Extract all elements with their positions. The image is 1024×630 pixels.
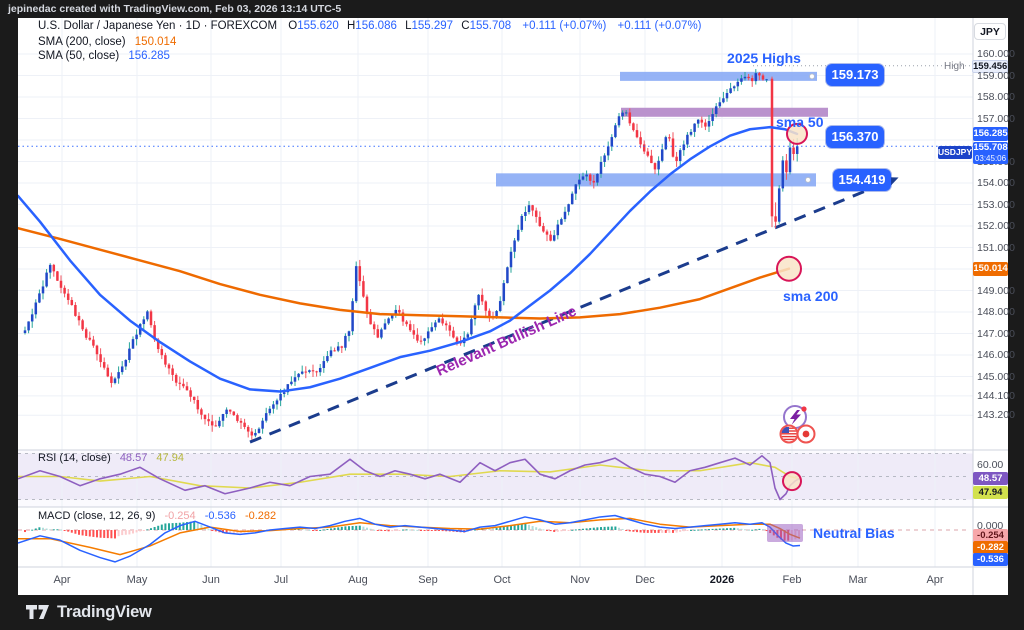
sma50-value: 156.285 [128, 50, 170, 62]
price-tick: 151.000 [977, 241, 1015, 254]
close-value: 155.708 [469, 20, 512, 32]
rsi-ma-axis-badge: 47.94 [973, 486, 1008, 499]
macd-annotation[interactable]: Neutral Bias [813, 525, 895, 541]
macd-signal-axis-badge: -0.282 [973, 541, 1008, 554]
sma50-axis-badge: 156.285 [973, 127, 1008, 141]
price-level-pill-154[interactable]: 154.419 [833, 169, 891, 191]
time-axis[interactable]: Apr May Jun Jul Aug Sep Oct Nov Dec 2026 Feb Mar Apr [0, 567, 1008, 595]
macd-line-value: -0.536 [204, 510, 236, 522]
time-tick: Jun [202, 574, 220, 586]
time-tick: Mar [848, 574, 868, 586]
open-label: O [288, 20, 298, 32]
price-tick: 160.000 [977, 48, 1015, 60]
sma200-axis-badge: 150.014 [973, 262, 1008, 276]
bar-countdown: 03:45:06 [974, 154, 1007, 163]
low-value: 155.297 [411, 20, 454, 32]
price-tick: 146.000 [977, 349, 1015, 361]
open-value: 155.620 [297, 20, 339, 32]
frame-left [0, 18, 18, 595]
price-tick: 148.000 [977, 306, 1015, 318]
high-value: 156.086 [355, 20, 397, 32]
price-tick: 157.000 [977, 112, 1015, 125]
price-tick: 153.000 [977, 198, 1015, 211]
last-price-value: 155.708 [973, 142, 1008, 153]
time-tick: May [126, 574, 148, 586]
change-value-2: +0.111 (+0.07%) [617, 20, 702, 32]
close-label: C [461, 20, 470, 32]
sma200-value: 150.014 [134, 36, 177, 48]
session-high-value: 159.456 [972, 60, 1008, 73]
price-tick: 149.000 [977, 284, 1015, 297]
time-tick: Apr [53, 574, 71, 586]
tradingview-logo-text: TradingView [57, 603, 152, 621]
currency-button[interactable]: JPY [974, 23, 1006, 40]
price-tick: 143.200 [977, 409, 1015, 422]
attribution-bar: jepinedac created with TradingView.com, … [0, 0, 1024, 18]
macd-legend-label: MACD (close, 12, 26, 9) [38, 510, 156, 522]
macd-hist-axis-badge: -0.254 [973, 529, 1008, 542]
time-tick: Aug [348, 574, 368, 586]
frame-right [1008, 18, 1024, 595]
price-tick: 154.000 [977, 177, 1015, 189]
price-tick: 152.000 [977, 220, 1015, 232]
sma200-legend[interactable]: SMA (200, close) 150.014 [38, 36, 176, 48]
time-tick: 2026 [709, 574, 735, 586]
last-price-badge: 155.708 03:45:06 [973, 142, 1008, 164]
rsi-ma-value: 47.94 [156, 452, 184, 464]
high-label: H [346, 20, 356, 32]
time-tick: Apr [926, 574, 944, 586]
time-tick: Jul [273, 574, 289, 586]
price-tick: 145.000 [977, 370, 1015, 383]
session-high-label: High [944, 61, 965, 72]
sma200-label: SMA (200, close) [38, 36, 126, 48]
footer-bar: TradingView [0, 595, 1024, 630]
rsi-value: 48.57 [119, 452, 148, 464]
rsi-legend[interactable]: RSI (14, close) 48.57 47.94 [38, 452, 184, 464]
macd-line-axis-badge: -0.536 [973, 553, 1008, 566]
rsi-legend-label: RSI (14, close) [38, 452, 111, 464]
price-tick: 158.000 [977, 91, 1015, 103]
symbol-legend[interactable]: U.S. Dollar / Japanese Yen · 1D · FOREXC… [38, 20, 702, 32]
price-level-pill-159[interactable]: 159.173 [826, 64, 884, 86]
highs-annotation[interactable]: 2025 Highs [727, 50, 801, 66]
time-tick: Oct [493, 574, 511, 586]
price-tick: 144.100 [977, 389, 1015, 402]
price-level-pill-156[interactable]: 156.370 [826, 126, 884, 148]
symbol-axis-tag: USDJPY [938, 146, 973, 159]
change-value: +0.111 (+0.07%) [522, 20, 607, 32]
time-tick: Feb [782, 574, 802, 586]
rsi-axis-tick: 60.00 [977, 459, 1004, 471]
low-label: L [405, 20, 412, 32]
rsi-axis-badge: 48.57 [973, 472, 1008, 485]
sma50-label: SMA (50, close) [38, 50, 120, 62]
attribution-text: jepinedac created with TradingView.com, … [8, 3, 342, 15]
tradingview-logo[interactable]: TradingView [26, 603, 152, 622]
macd-hist-value: -0.254 [164, 510, 196, 522]
time-tick: Nov [570, 574, 590, 586]
time-tick: Dec [635, 574, 655, 586]
sma50-legend[interactable]: SMA (50, close) 156.285 [38, 50, 170, 62]
chart-canvas[interactable] [18, 18, 1008, 595]
time-tick: Sep [418, 574, 438, 586]
macd-legend[interactable]: MACD (close, 12, 26, 9) -0.254 -0.536 -0… [38, 510, 276, 522]
price-tick: 159.000 [977, 69, 1015, 82]
symbol-title: U.S. Dollar / Japanese Yen · 1D · FOREXC… [38, 20, 278, 32]
tradingview-logo-icon [26, 605, 49, 619]
sma50-annotation[interactable]: sma 50 [776, 114, 824, 130]
macd-signal-value: -0.282 [244, 510, 277, 522]
price-tick: 147.000 [977, 327, 1015, 340]
sma200-annotation[interactable]: sma 200 [783, 288, 839, 304]
